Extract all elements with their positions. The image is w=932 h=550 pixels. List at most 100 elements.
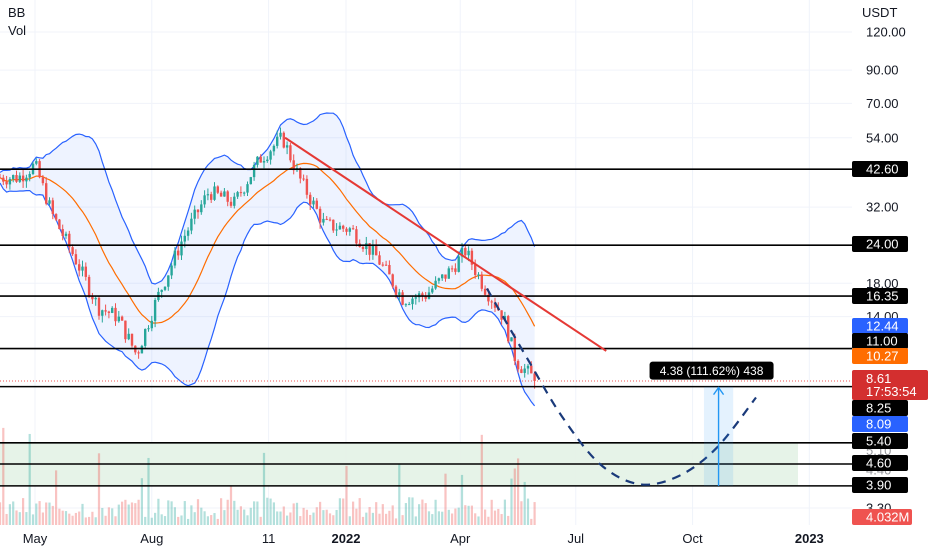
volume-bar — [385, 513, 388, 525]
candle-body — [45, 183, 48, 204]
volume-bar — [490, 499, 493, 525]
time-tick-label: 2023 — [795, 531, 824, 546]
volume-bar — [295, 502, 299, 525]
volume-bar — [15, 510, 18, 525]
candle-body — [454, 268, 457, 272]
price-tag-value: 4.032M — [866, 510, 909, 525]
volume-bar — [229, 486, 233, 525]
candle-body — [256, 156, 259, 165]
candle-body — [74, 254, 78, 265]
candle-body — [58, 219, 61, 230]
candle-body — [137, 352, 140, 354]
volume-bar — [160, 514, 163, 525]
volume-bar — [243, 509, 246, 525]
candle-body — [375, 245, 378, 256]
measure-arrowhead — [712, 386, 725, 396]
volume-bar — [411, 497, 414, 525]
volume-bar — [345, 465, 348, 525]
candle-body — [322, 218, 325, 223]
volume-bar — [144, 516, 147, 525]
candle-body — [480, 274, 483, 289]
price-tag-value: 24.00 — [866, 237, 899, 252]
volume-bar — [289, 512, 292, 525]
candle-body — [223, 191, 226, 197]
candle-body — [335, 229, 338, 231]
candle-body — [302, 178, 305, 180]
volume-bar — [480, 434, 483, 525]
candle-body — [101, 310, 104, 316]
candle-body — [404, 304, 408, 306]
candle-body — [233, 196, 236, 206]
volume-bar — [41, 512, 44, 525]
volume-bar — [0, 502, 2, 525]
candle-body — [279, 132, 282, 137]
horizontal-levels[interactable] — [0, 168, 852, 487]
candle-body — [71, 247, 74, 255]
candle-body — [160, 289, 163, 292]
candle-body — [5, 181, 8, 185]
volume-bar — [315, 507, 318, 525]
candle-body — [147, 328, 150, 330]
candle-body — [348, 228, 351, 232]
candle-body — [510, 337, 513, 342]
volume-bar — [484, 509, 487, 525]
volume-bar — [239, 506, 242, 525]
drawings[interactable]: 4.38 (111.62%) 438 — [284, 136, 774, 486]
volume-bar — [187, 518, 190, 525]
candle-body — [421, 293, 424, 297]
candle-body — [61, 229, 64, 236]
volume-bar — [124, 499, 127, 525]
time-tick-label: May — [23, 531, 48, 546]
volume-bar — [236, 509, 239, 525]
candle-body — [206, 194, 210, 196]
volume-bar — [130, 502, 134, 525]
price-tag — [852, 236, 908, 252]
volume-bar — [226, 499, 229, 525]
candle-body — [41, 177, 45, 184]
candle-body — [0, 177, 2, 179]
price-tag-value: 8.25 — [866, 401, 891, 416]
volume-bar — [253, 501, 256, 525]
volume-bar — [464, 505, 467, 525]
candle-body — [299, 168, 302, 179]
time-tick-label: Oct — [682, 531, 703, 546]
volume-bar — [196, 499, 200, 525]
candle-body — [170, 265, 173, 276]
candle-body — [398, 292, 401, 295]
volume-bar — [74, 512, 77, 525]
candle-body — [460, 248, 464, 257]
candle-body — [444, 274, 447, 279]
volume-bar — [272, 502, 275, 525]
candle-body — [173, 250, 177, 266]
volume-bar — [418, 504, 421, 525]
candle-body — [388, 265, 391, 275]
volume-bar — [31, 514, 35, 525]
candle-body — [193, 209, 196, 219]
volume-bar — [213, 513, 216, 525]
candle-body — [292, 160, 295, 171]
volume-bar — [94, 517, 97, 525]
candle-body — [203, 195, 206, 205]
volume-bar — [154, 512, 157, 525]
volume-bars — [0, 427, 536, 525]
volume-bar — [190, 505, 193, 525]
time-axis[interactable]: May Aug 11 2022 Apr Jul Oct 2023 — [23, 531, 824, 546]
volume-bar — [180, 515, 183, 525]
candle-body — [424, 296, 427, 299]
volume-bar — [104, 515, 107, 525]
volume-bar — [147, 457, 150, 525]
volume-bar — [404, 503, 407, 525]
volume-bar — [51, 505, 54, 525]
volume-bar — [101, 507, 104, 525]
price-axis[interactable]: 120.0090.0070.0054.0032.0018.0014.003.30… — [866, 25, 906, 516]
volume-bar — [269, 498, 272, 525]
last-price-tag — [852, 369, 928, 400]
volume-bar — [206, 516, 209, 525]
candle-body — [140, 345, 144, 354]
candle-body — [365, 243, 368, 250]
candle-body — [464, 248, 467, 256]
volume-bar — [394, 518, 398, 525]
volume-bar — [510, 478, 513, 525]
